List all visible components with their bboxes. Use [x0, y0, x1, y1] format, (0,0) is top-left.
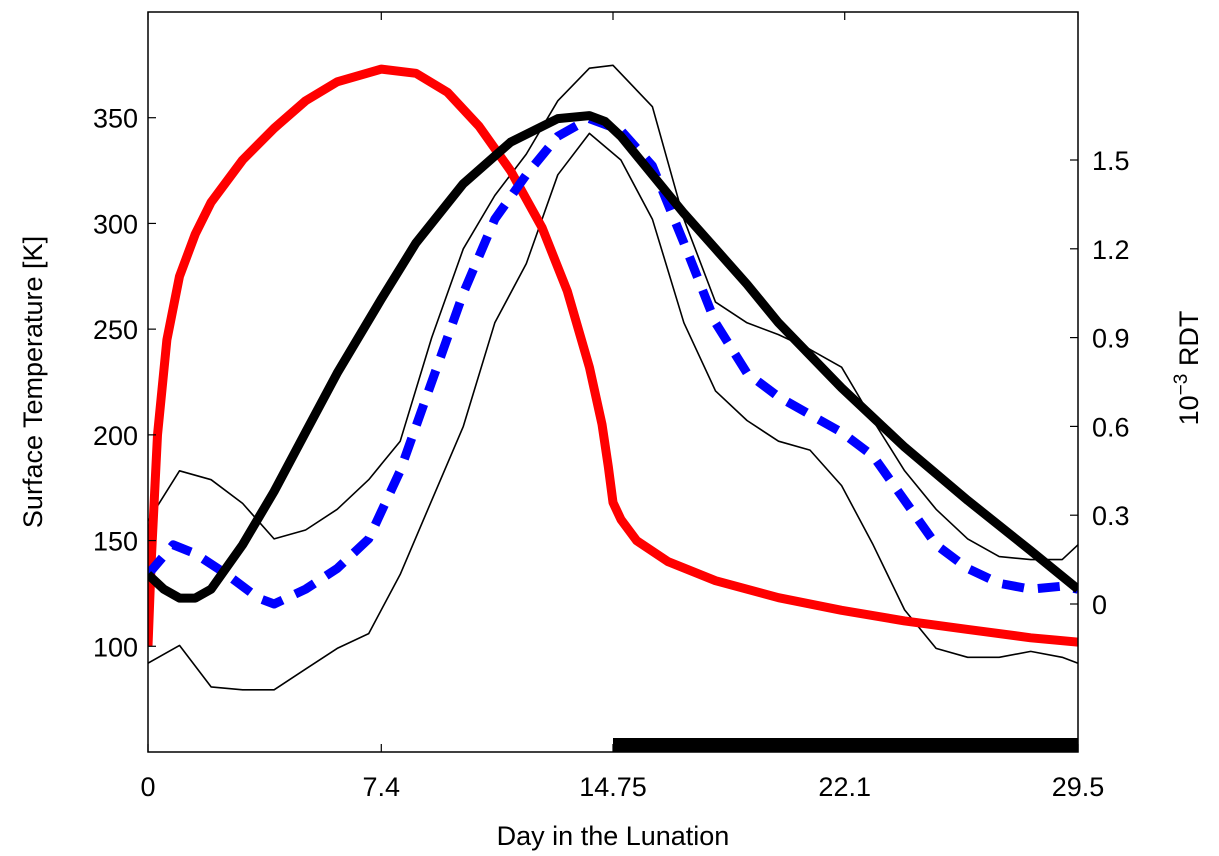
x-tick-label: 0 — [140, 772, 155, 802]
night-bar — [613, 738, 1078, 752]
y-left-tick-label: 250 — [93, 315, 138, 345]
y-right-axis-title: 10−3 RDT — [1171, 311, 1204, 426]
y-left-tick-label: 350 — [93, 104, 138, 134]
y-right-tick-label: 0 — [1092, 590, 1107, 620]
y-right-tick-label: 0.9 — [1092, 324, 1130, 354]
x-axis-title: Day in the Lunation — [497, 821, 730, 851]
night-layer — [613, 738, 1078, 752]
y-left-axis-title: Surface Temperature [K] — [18, 236, 48, 528]
x-tick-label: 14.75 — [579, 772, 647, 802]
x-tick-label: 22.1 — [818, 772, 871, 802]
series-line-2 — [148, 119, 1078, 604]
y-right-tick-label: 0.6 — [1092, 412, 1130, 442]
y-right-tick-label: 0.3 — [1092, 501, 1130, 531]
y-left-tick-label: 300 — [93, 209, 138, 239]
y-right-axis-title-base: 10 — [1174, 395, 1204, 425]
y-right-tick-label: 1.5 — [1092, 146, 1130, 176]
series-line-4 — [148, 133, 1078, 689]
y-right-axis-title-exponent: −3 — [1171, 374, 1192, 396]
y-left-tick-label: 150 — [93, 527, 138, 557]
y-right-tick-label: 1.2 — [1092, 235, 1130, 265]
x-tick-label: 29.5 — [1052, 772, 1105, 802]
series-line-1 — [148, 116, 1078, 598]
y-right-axis-title-unit: RDT — [1174, 311, 1204, 374]
x-tick-label: 7.4 — [363, 772, 401, 802]
y-left-tick-label: 100 — [93, 632, 138, 662]
y-left-tick-label: 200 — [93, 421, 138, 451]
series-layer — [148, 65, 1078, 690]
series-line-0 — [148, 69, 1078, 646]
